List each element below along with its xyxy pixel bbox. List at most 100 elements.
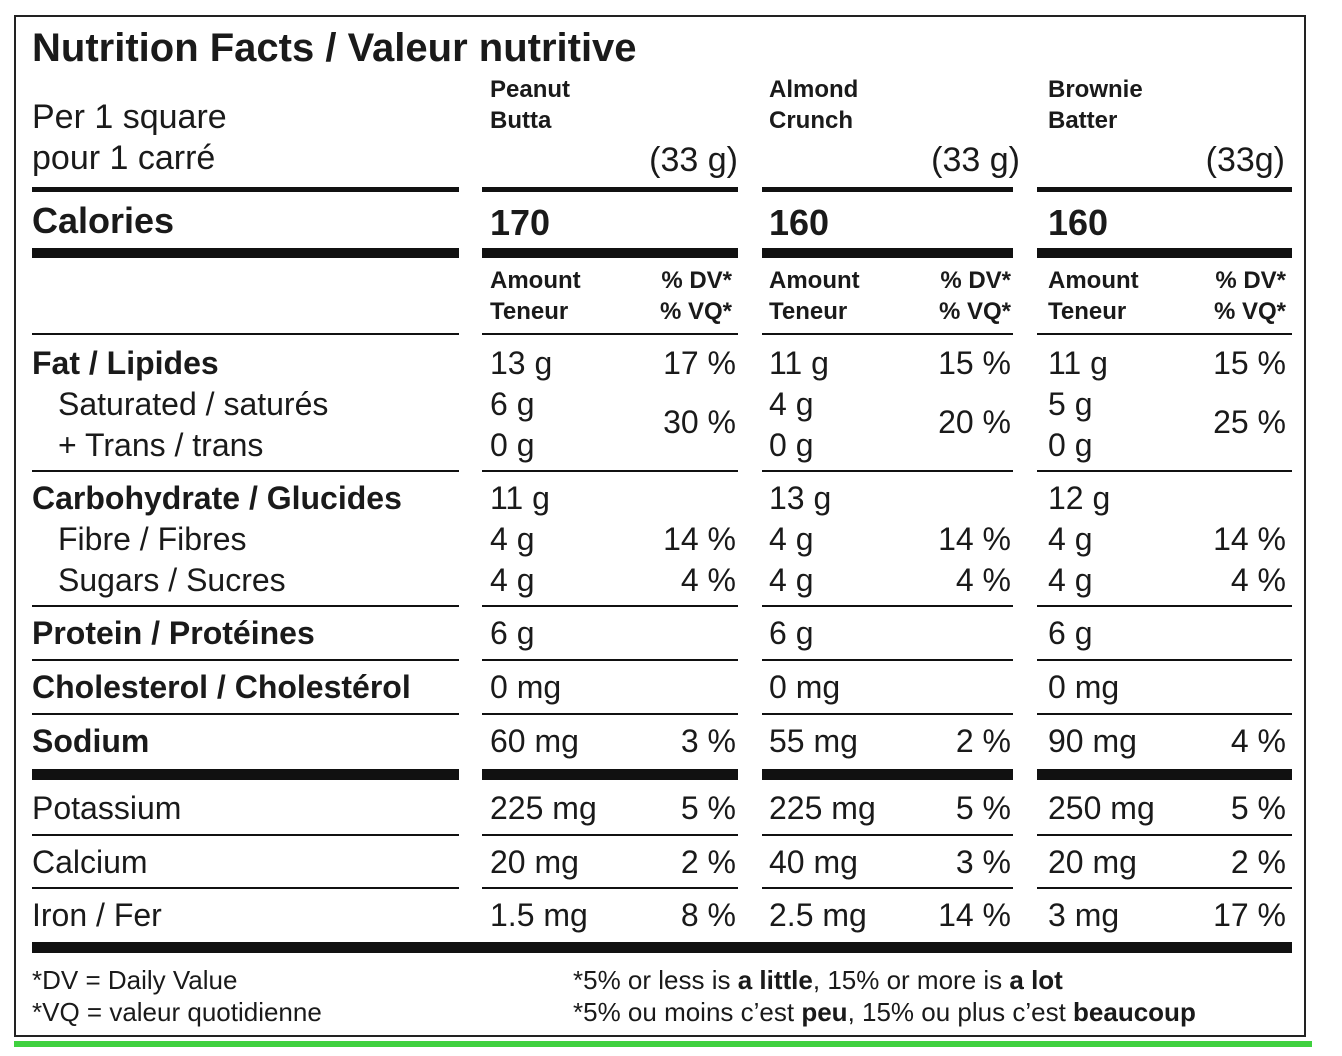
footnote-dv: *DV = Daily Value bbox=[32, 965, 238, 995]
calories-value: 170 bbox=[490, 202, 551, 243]
teneur-header: Teneur bbox=[490, 298, 569, 325]
product-name-line2: Batter bbox=[1048, 107, 1118, 134]
vq-header: % VQ* bbox=[659, 298, 732, 325]
saturated-trans-dv: 25 % bbox=[1213, 404, 1286, 440]
calcium-dv: 3 % bbox=[955, 844, 1011, 880]
sugars-label: Sugars / Sucres bbox=[58, 562, 286, 598]
footnote-fr-part3: , 15% ou plus c’est bbox=[847, 997, 1074, 1027]
footnote-en-lot: a lot bbox=[1009, 965, 1063, 995]
rule-left-potassium bbox=[32, 834, 459, 836]
sodium-label: Sodium bbox=[32, 723, 150, 759]
rule-top bbox=[1037, 187, 1292, 192]
rule-protein bbox=[1037, 659, 1292, 661]
fat-dv: 15 % bbox=[1213, 345, 1286, 381]
rule-left-calcium bbox=[32, 887, 459, 889]
amount-header: Amount bbox=[490, 267, 581, 294]
rule-potassium bbox=[762, 834, 1013, 836]
trans-value: 0 g bbox=[490, 427, 535, 463]
rule-cholesterol bbox=[1037, 713, 1292, 715]
rule-top bbox=[762, 187, 1013, 192]
label-title: Nutrition Facts / Valeur nutritive bbox=[32, 26, 637, 70]
fibre-value: 4 g bbox=[490, 521, 535, 557]
fibre-label: Fibre / Fibres bbox=[58, 521, 247, 557]
iron-label: Iron / Fer bbox=[32, 897, 162, 933]
rule-calcium bbox=[1037, 887, 1292, 889]
protein-value: 6 g bbox=[490, 615, 535, 651]
footnote-fr-peu: peu bbox=[801, 997, 848, 1027]
cholesterol-value: 0 mg bbox=[769, 669, 841, 705]
rule-calories bbox=[1037, 248, 1292, 258]
product-name-line1: Almond bbox=[769, 76, 859, 103]
saturated-trans-dv: 20 % bbox=[938, 404, 1011, 440]
saturated-value: 6 g bbox=[490, 386, 535, 422]
rule-sub bbox=[1037, 333, 1292, 335]
calcium-value: 40 mg bbox=[769, 844, 858, 880]
serving-size-fr: pour 1 carré bbox=[32, 139, 216, 177]
rule-carb bbox=[482, 605, 738, 607]
footnote-en-part3: , 15% or more is bbox=[812, 965, 1010, 995]
calcium-label: Calcium bbox=[32, 844, 148, 880]
rule-calories bbox=[762, 248, 1013, 258]
serving-size-en: Per 1 square bbox=[32, 98, 227, 136]
calories-value: 160 bbox=[1048, 202, 1109, 243]
rule-left-protein bbox=[32, 659, 459, 661]
rule-cholesterol bbox=[762, 713, 1013, 715]
vq-header: % VQ* bbox=[1213, 298, 1286, 325]
sodium-value: 55 mg bbox=[769, 723, 858, 759]
teneur-header: Teneur bbox=[769, 298, 848, 325]
rule-left-sodium bbox=[32, 769, 459, 780]
calcium-value: 20 mg bbox=[1048, 844, 1137, 880]
teneur-header: Teneur bbox=[1048, 298, 1127, 325]
product-name-line2: Crunch bbox=[769, 107, 853, 134]
rule-carb bbox=[762, 605, 1013, 607]
potassium-value: 250 mg bbox=[1048, 790, 1155, 826]
trans-label: + Trans / trans bbox=[58, 427, 264, 463]
product-weight: (33g) bbox=[1205, 141, 1285, 179]
cholesterol-value: 0 mg bbox=[490, 669, 562, 705]
sodium-dv: 2 % bbox=[955, 723, 1011, 759]
carbohydrate-value: 13 g bbox=[769, 480, 832, 516]
saturated-value: 5 g bbox=[1048, 386, 1093, 422]
sugars-dv: 4 % bbox=[1230, 562, 1286, 598]
rule-sodium bbox=[482, 769, 738, 780]
fat-value: 13 g bbox=[490, 345, 553, 381]
fat-dv: 15 % bbox=[938, 345, 1011, 381]
rule-calories bbox=[482, 248, 738, 258]
protein-value: 6 g bbox=[769, 615, 814, 651]
sodium-value: 60 mg bbox=[490, 723, 579, 759]
fibre-value: 4 g bbox=[769, 521, 814, 557]
product-name-line2: Butta bbox=[490, 107, 552, 134]
rule-fat bbox=[762, 470, 1013, 472]
rule-sub bbox=[482, 333, 738, 335]
sugars-value: 4 g bbox=[490, 562, 535, 598]
cholesterol-value: 0 mg bbox=[1048, 669, 1120, 705]
iron-dv: 17 % bbox=[1213, 897, 1286, 933]
iron-dv: 14 % bbox=[938, 897, 1011, 933]
calories-value: 160 bbox=[769, 202, 830, 243]
bottom-green-strip bbox=[14, 1041, 1312, 1047]
rule-calcium bbox=[482, 887, 738, 889]
amount-header: Amount bbox=[769, 267, 860, 294]
potassium-dv: 5 % bbox=[955, 790, 1011, 826]
rule-left-cholesterol bbox=[32, 713, 459, 715]
iron-value: 2.5 mg bbox=[769, 897, 867, 933]
rule-top bbox=[482, 187, 738, 192]
fat-dv: 17 % bbox=[663, 345, 736, 381]
potassium-dv: 5 % bbox=[1230, 790, 1286, 826]
rule-sub bbox=[762, 333, 1013, 335]
fat-value: 11 g bbox=[769, 345, 829, 381]
rule-potassium bbox=[482, 834, 738, 836]
product-weight: (33 g) bbox=[931, 141, 1020, 179]
fat-value: 11 g bbox=[1048, 345, 1108, 381]
potassium-label: Potassium bbox=[32, 790, 182, 826]
nutrition-label-frame bbox=[14, 15, 1306, 1037]
rule-calcium bbox=[762, 887, 1013, 889]
fibre-value: 4 g bbox=[1048, 521, 1093, 557]
footnote-vq: *VQ = valeur quotidienne bbox=[32, 997, 322, 1027]
sugars-value: 4 g bbox=[1048, 562, 1093, 598]
rule-bottom-thick bbox=[32, 942, 1292, 953]
sodium-dv: 4 % bbox=[1230, 723, 1286, 759]
sugars-value: 4 g bbox=[769, 562, 814, 598]
trans-value: 0 g bbox=[769, 427, 814, 463]
protein-label: Protein / Protéines bbox=[32, 615, 315, 651]
